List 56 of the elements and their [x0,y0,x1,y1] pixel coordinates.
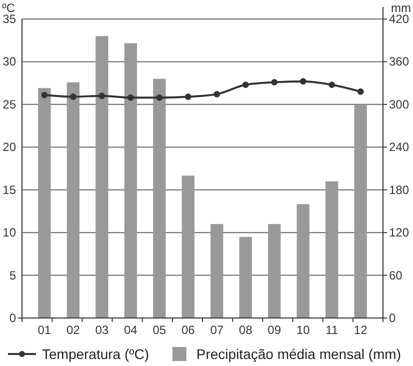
x-tick-label: 10 [296,323,310,337]
x-tick-label: 11 [326,323,338,337]
point [328,82,336,88]
bar [326,181,338,318]
y-tick-label: 35 [2,12,16,26]
x-tick-label: 02 [66,323,80,337]
bar [354,104,367,318]
y-tick-label: 20 [2,140,16,154]
point [41,92,48,98]
bar [124,43,137,318]
x-tick-label: 06 [181,323,196,337]
point [184,94,192,100]
y2-tick-label: 300 [389,97,410,112]
y-axis-title: ºC [2,1,16,15]
x-tick-label: 03 [95,323,109,337]
bar [210,224,224,318]
point [156,94,163,101]
y2-tick-label: 0 [389,311,396,325]
y-tick-label: 25 [2,97,16,112]
bar [96,36,108,318]
y2-tick-label: 60 [389,268,403,282]
x-tick-label: 04 [124,323,138,337]
point [242,82,249,88]
point [127,94,134,101]
y2-tick-label: 180 [389,182,410,197]
x-tick-label: 01 [38,323,52,337]
bar [66,82,80,318]
x-tick-label: 12 [354,323,368,337]
x-tick-label: 09 [268,323,282,337]
y2-axis-title: mm [391,1,411,15]
y2-tick-label: 120 [389,226,410,240]
point [214,90,220,98]
y2-tick-label: 360 [389,54,410,69]
y-tick-label: 10 [2,226,16,240]
point [98,92,106,100]
y-tick-label: 5 [9,268,16,282]
legend-label: Temperatura (ºC) [42,346,150,362]
bar [153,78,166,318]
point [70,94,76,100]
bar [296,204,310,318]
bar [38,88,51,318]
point [300,78,306,85]
bar [239,236,252,318]
y-tick-label: 15 [2,182,16,197]
point [271,79,278,86]
bar [268,224,281,318]
y2-tick-label: 420 [389,12,410,26]
x-tick-label: 07 [210,323,224,337]
legend-label: Precipitação média mensal (mm) [196,346,402,362]
point [357,88,364,95]
y-tick-label: 30 [2,54,16,69]
x-tick-label: 08 [238,323,253,337]
y-tick-label: 0 [9,311,16,325]
bar [182,176,194,318]
y2-tick-label: 240 [389,140,410,154]
x-tick-label: 05 [152,323,166,337]
